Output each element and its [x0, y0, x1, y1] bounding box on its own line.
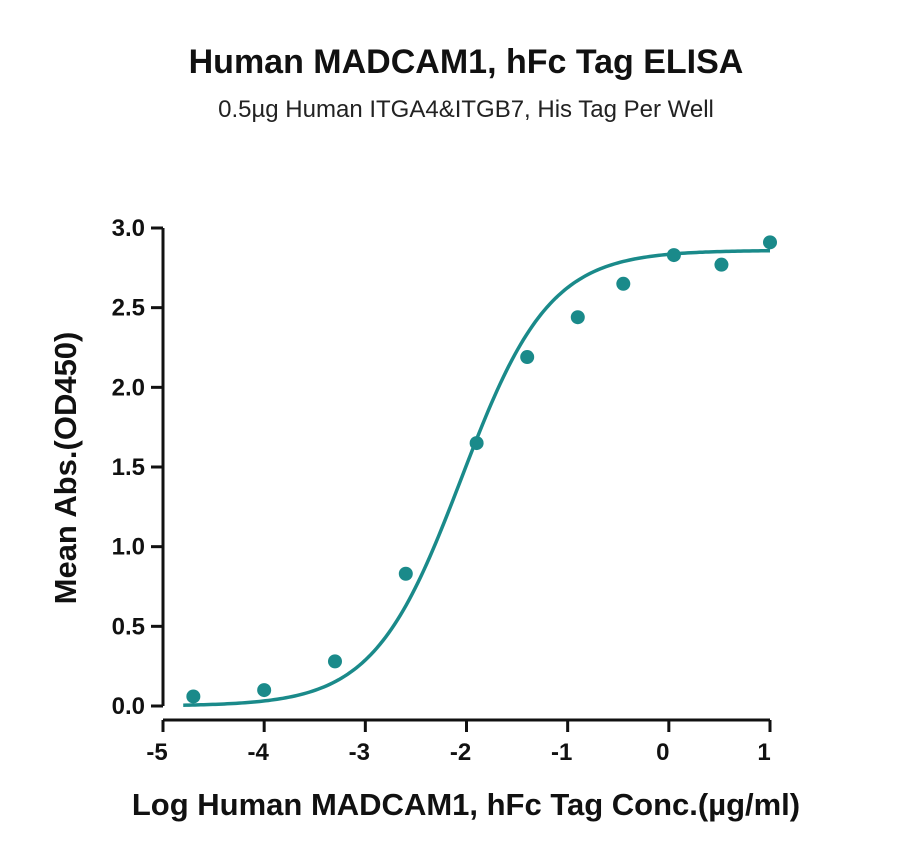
- y-tick-label: 1.0: [112, 534, 145, 561]
- y-tick-label: 0.5: [112, 613, 145, 640]
- y-tick-label: 1.5: [112, 454, 145, 481]
- data-point: [763, 235, 777, 250]
- x-ticks: -5 -4 -3 -2 -1 0 1: [146, 720, 772, 766]
- data-point: [186, 689, 201, 704]
- x-tick-label: 0: [656, 739, 669, 766]
- data-point: [469, 436, 484, 451]
- y-ticks: 0.0 0.5 1.0 1.5 2.0 2.5 3.0: [112, 215, 163, 720]
- chart-title: Human MADCAM1, hFc Tag ELISA: [189, 43, 744, 81]
- x-tick-label: -1: [551, 739, 572, 766]
- y-axis-label: Mean Abs.(OD450): [48, 332, 83, 605]
- data-points: [186, 235, 777, 704]
- x-tick-label: 1: [757, 739, 770, 766]
- x-tick-label: -4: [247, 739, 269, 766]
- x-tick-label: -2: [450, 739, 471, 766]
- x-tick-label: -5: [146, 739, 167, 766]
- fit-curve: [183, 248, 771, 707]
- data-point: [257, 683, 272, 698]
- x-axis-label: Log Human MADCAM1, hFc Tag Conc.(µg/ml): [132, 787, 800, 822]
- chart-subtitle: 0.5µg Human ITGA4&ITGB7, His Tag Per Wel…: [218, 96, 714, 123]
- data-point: [616, 276, 631, 291]
- data-point: [570, 310, 585, 325]
- x-tick-label: -3: [349, 739, 370, 766]
- y-tick-label: 0.0: [112, 693, 145, 720]
- data-point: [666, 248, 681, 263]
- axes: [161, 228, 770, 722]
- data-point: [714, 257, 729, 272]
- data-point: [520, 350, 535, 365]
- data-point: [398, 566, 413, 581]
- y-tick-label: 3.0: [112, 215, 145, 242]
- data-point: [327, 654, 342, 669]
- y-tick-label: 2.5: [112, 295, 145, 322]
- y-tick-label: 2.0: [112, 374, 145, 401]
